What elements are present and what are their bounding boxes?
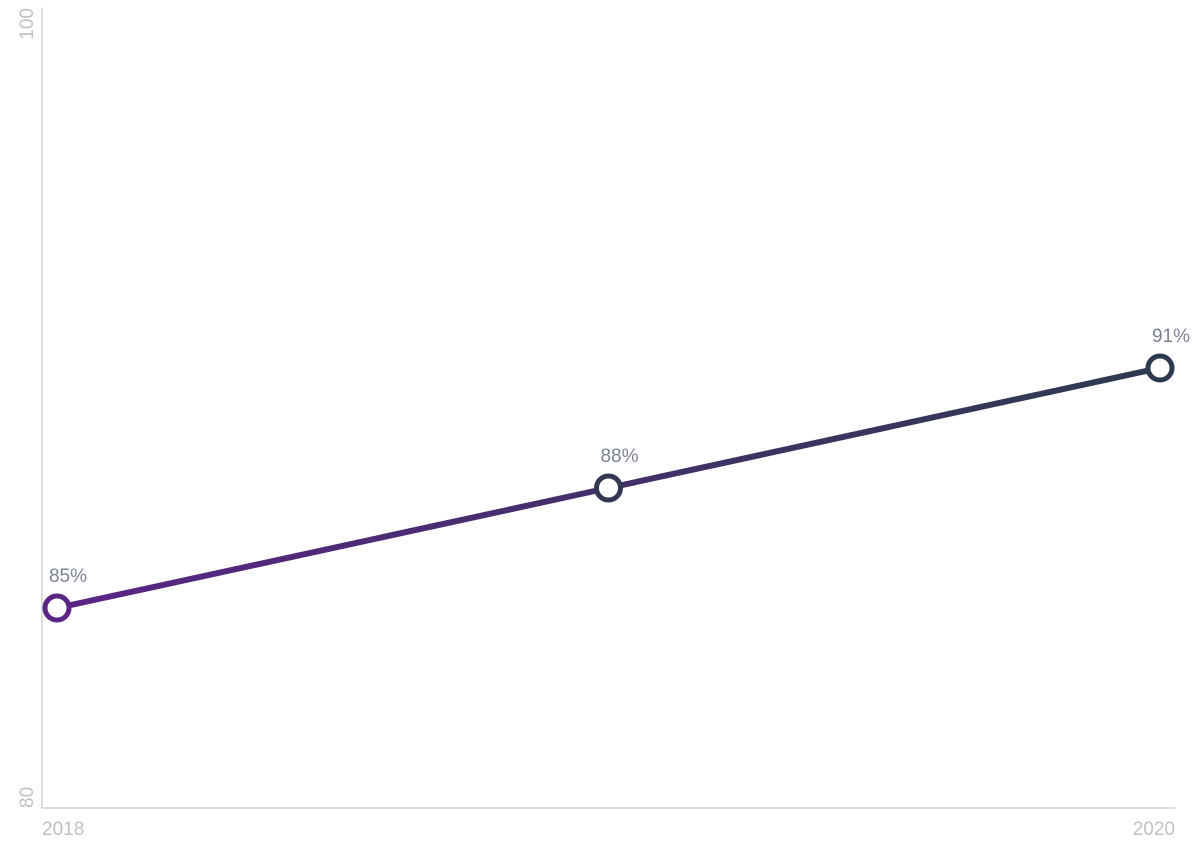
y-tick-label: 100 [17,8,38,40]
point [594,473,623,503]
point [1145,353,1175,383]
data-label: 85% [49,566,87,587]
x-tick-label: 2018 [42,819,84,840]
x-tick-label: 2020 [1133,819,1175,840]
y-tick-label: 80 [17,787,38,808]
point [42,593,72,623]
data-label: 88% [600,446,638,467]
data-label: 91% [1152,326,1190,347]
